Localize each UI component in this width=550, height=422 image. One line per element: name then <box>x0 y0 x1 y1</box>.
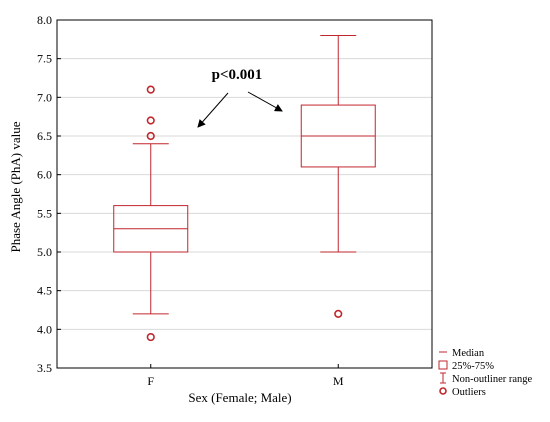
y-tick-label: 5.5 <box>37 206 52 220</box>
y-tick-label: 6.5 <box>37 129 52 143</box>
box-group-f <box>113 85 189 342</box>
y-tick-label: 5.0 <box>37 245 52 259</box>
plot-frame <box>56 19 433 369</box>
y-tick-label: 7.5 <box>37 52 52 66</box>
axis-layer: 3.5 4.0 4.5 5.0 5.5 6.0 6.5 7.0 7.5 8.0 F M <box>37 13 344 388</box>
legend-outlier-swatch <box>439 387 447 395</box>
legend-label: Median <box>452 348 485 359</box>
plot-layer <box>113 34 376 342</box>
y-tick-label: 3.5 <box>37 361 52 375</box>
arrow-to-female <box>197 92 229 128</box>
legend-item: Median <box>439 348 485 359</box>
outlier-point <box>146 85 155 94</box>
x-tick-label: M <box>333 374 344 388</box>
legend-item: 25%-75% <box>438 360 494 372</box>
significance-annotation: p<0.001 <box>212 67 263 83</box>
legend-item: Non-outliner range <box>440 372 533 385</box>
arrow-to-male <box>247 91 283 112</box>
legend-label: Outliers <box>452 387 486 398</box>
outlier-point <box>334 309 343 318</box>
legend: Median 25%-75% Non-outliner range Outliers <box>438 348 533 398</box>
grid-layer <box>57 58 432 330</box>
significance-arrows <box>197 91 283 128</box>
outlier-point <box>146 332 155 342</box>
legend-label: 25%-75% <box>452 361 494 372</box>
x-axis-label: Sex (Female; Male) <box>188 390 291 405</box>
y-tick-label: 4.5 <box>37 284 52 298</box>
outlier-point <box>146 116 155 125</box>
x-tick-label: F <box>147 374 154 388</box>
legend-item: Outliers <box>439 387 486 398</box>
legend-label: Non-outliner range <box>452 374 533 385</box>
box-group-m <box>300 34 376 318</box>
legend-box-swatch <box>438 360 448 370</box>
y-tick-label: 4.0 <box>37 322 52 336</box>
y-tick-label: 6.0 <box>37 168 52 182</box>
y-axis-label: Phase Angle (PhA) value <box>8 121 23 252</box>
outlier-point <box>146 131 155 141</box>
y-tick-label: 8.0 <box>37 13 52 27</box>
y-tick-label: 7.0 <box>37 90 52 104</box>
